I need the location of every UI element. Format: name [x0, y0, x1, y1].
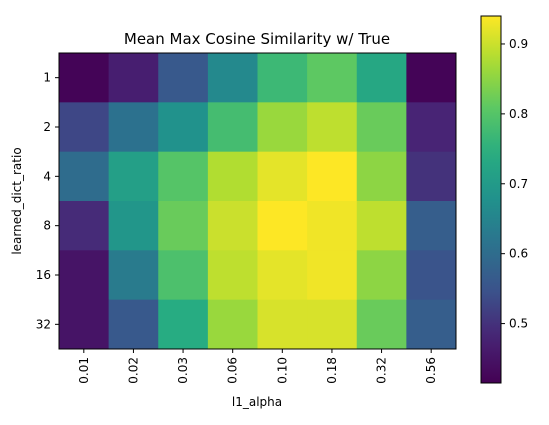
heatmap-cell: [158, 201, 209, 251]
colorbar-tick-label: 0.7: [509, 177, 528, 191]
heatmap-cell: [108, 201, 159, 251]
heatmap-cell: [307, 250, 358, 301]
heatmap-cell: [356, 250, 407, 301]
heatmap-cell: [406, 250, 457, 301]
x-axis-label: l1_alpha: [232, 395, 282, 409]
heatmap-cell: [406, 53, 457, 103]
x-tick-label: 0.18: [325, 357, 339, 384]
x-tick-label: 0.56: [424, 357, 438, 384]
heatmap-cell: [158, 102, 209, 153]
x-tick-label: 0.06: [226, 357, 240, 384]
heatmap-cell: [406, 299, 457, 350]
heatmap-cell: [307, 299, 358, 350]
y-tick-label: 8: [43, 219, 51, 233]
heatmap-cell: [207, 299, 258, 350]
plot-frame: [58, 52, 457, 350]
heatmap-cell: [257, 151, 308, 202]
heatmap-cell: [108, 102, 159, 153]
heatmap-cell: [59, 53, 110, 103]
heatmap-cell: [158, 250, 209, 301]
heatmap-cell: [356, 201, 407, 251]
heatmap-cell: [207, 151, 258, 202]
heatmap-cell: [108, 151, 159, 202]
heatmap-cell: [356, 53, 407, 103]
heatmap-cell: [257, 102, 308, 153]
heatmap-cell: [257, 201, 308, 251]
colorbar-tick-label: 0.6: [509, 247, 528, 261]
heatmap-cell: [158, 53, 209, 103]
heatmap-cell: [307, 201, 358, 251]
heatmap-cell: [406, 201, 457, 251]
heatmap-cell: [59, 299, 110, 350]
y-tick-label: 1: [43, 71, 51, 85]
colorbar-tick-label: 0.5: [509, 317, 528, 331]
heatmap-cell: [59, 250, 110, 301]
colorbar-ticks: 0.5 0.6 0.7 0.8 0.9: [501, 37, 528, 331]
x-tick-label: 0.01: [77, 357, 91, 384]
x-tick-label: 0.02: [126, 357, 140, 384]
heatmap-cell: [356, 102, 407, 153]
heatmap-cell: [406, 102, 457, 153]
colorbar: [480, 15, 502, 384]
heatmap-cell: [108, 299, 159, 350]
colorbar-tick-label: 0.8: [509, 107, 528, 121]
heatmap-cell: [207, 250, 258, 301]
heatmap-cell: [158, 151, 209, 202]
y-tick-label: 32: [36, 317, 51, 331]
heatmap-cell: [59, 201, 110, 251]
y-tick-label: 2: [43, 120, 51, 134]
x-axis: 0.01 0.02 0.03 0.06 0.10 0.18 0.32 0.56: [77, 349, 438, 384]
heatmap-cell: [108, 250, 159, 301]
heatmap-cell: [307, 151, 358, 202]
heatmap-cell: [257, 53, 308, 103]
heatmap-cell: [207, 53, 258, 103]
heatmap-cell: [207, 201, 258, 251]
x-tick-label: 0.32: [375, 357, 389, 384]
heatmap-cells: [59, 53, 457, 350]
chart-title: Mean Max Cosine Similarity w/ True: [124, 30, 390, 48]
y-axis-label: learned_dict_ratio: [10, 147, 24, 254]
heatmap-cell: [356, 299, 407, 350]
heatmap-cell: [108, 53, 159, 103]
heatmap-cell: [257, 299, 308, 350]
x-tick-label: 0.10: [275, 357, 289, 384]
heatmap-cell: [59, 151, 110, 202]
heatmap-cell: [257, 250, 308, 301]
y-axis: 1 2 4 8 16 32: [36, 71, 59, 331]
heatmap-cell: [307, 102, 358, 153]
heatmap-cell: [406, 151, 457, 202]
y-tick-label: 4: [43, 169, 51, 183]
heatmap-cell: [207, 102, 258, 153]
y-tick-label: 16: [36, 268, 51, 282]
heatmap-cell: [307, 53, 358, 103]
x-tick-label: 0.03: [176, 357, 190, 384]
heatmap-cell: [356, 151, 407, 202]
heatmap-cell: [59, 102, 110, 153]
colorbar-tick-label: 0.9: [509, 37, 528, 51]
heatmap-cell: [158, 299, 209, 350]
